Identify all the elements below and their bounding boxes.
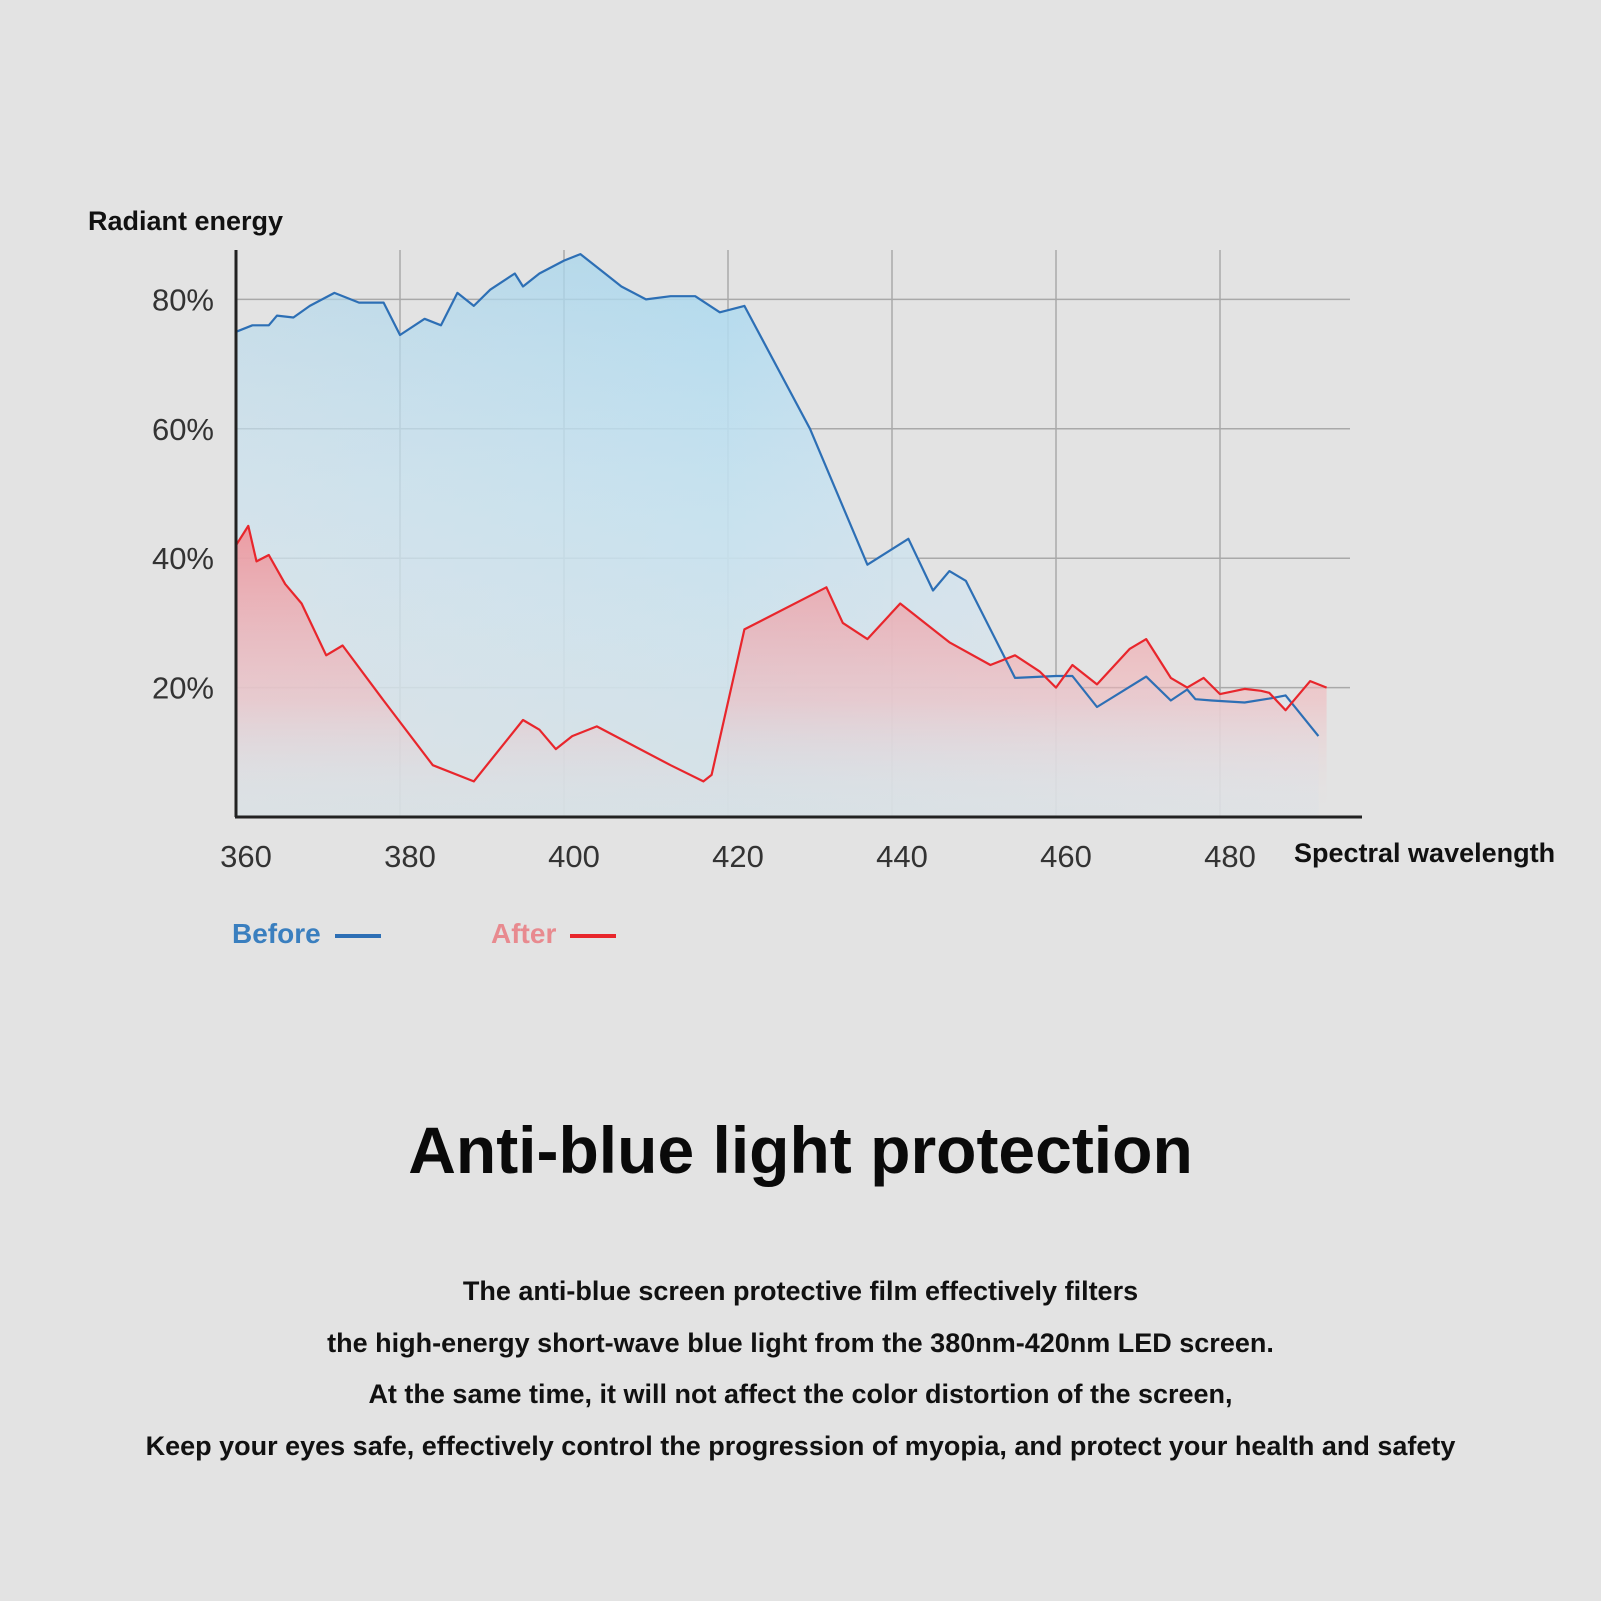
chart-labels: Radiant energy Spectral wavelength 360 38… bbox=[88, 206, 1555, 874]
x-tick-label: 380 bbox=[384, 839, 436, 874]
series-line-after bbox=[235, 524, 1328, 783]
description-line: Keep your eyes safe, effectively control… bbox=[145, 1430, 1456, 1461]
y-tick-label: 20% bbox=[152, 671, 214, 706]
chart-series-lines bbox=[235, 253, 1328, 783]
x-tick-label: 480 bbox=[1204, 839, 1256, 874]
area-fade-before bbox=[236, 254, 1319, 818]
area-fill-after bbox=[236, 525, 1327, 817]
chart-axes bbox=[234, 250, 1362, 819]
y-axis-title: Radiant energy bbox=[88, 206, 283, 236]
x-tick-label: 420 bbox=[712, 839, 764, 874]
y-tick-label: 40% bbox=[152, 541, 214, 576]
y-tick-label: 60% bbox=[152, 412, 214, 447]
series-line-before bbox=[235, 253, 1320, 737]
x-tick-label: 440 bbox=[876, 839, 928, 874]
x-tick-label: 400 bbox=[548, 839, 600, 874]
page-title: Anti-blue light protection bbox=[408, 1113, 1193, 1187]
x-tick-label: 460 bbox=[1040, 839, 1092, 874]
chart-area-fills bbox=[236, 254, 1327, 818]
legend-item-after: After bbox=[491, 918, 617, 950]
description-block: The anti-blue screen protective film eff… bbox=[0, 1266, 1601, 1472]
spectrum-chart: Radiant energy Spectral wavelength 360 38… bbox=[88, 206, 1555, 874]
legend-label-before: Before bbox=[232, 918, 321, 949]
x-axis-title: Spectral wavelength bbox=[1294, 838, 1555, 868]
y-tick-label: 80% bbox=[152, 282, 214, 317]
description-line: The anti-blue screen protective film eff… bbox=[462, 1276, 1139, 1306]
x-tick-label: 360 bbox=[220, 839, 272, 874]
legend-swatch-before bbox=[334, 933, 381, 938]
legend-swatch-after bbox=[570, 933, 617, 938]
legend-label-after: After bbox=[491, 918, 557, 949]
description-line: the high-energy short-wave blue light fr… bbox=[327, 1327, 1274, 1358]
legend-item-before: Before bbox=[232, 918, 381, 950]
description-line: At the same time, it will not affect the… bbox=[368, 1379, 1233, 1409]
